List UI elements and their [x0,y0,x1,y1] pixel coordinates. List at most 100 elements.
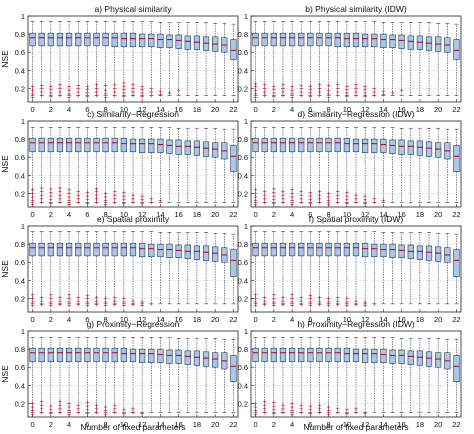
box-iqr [279,242,287,257]
box-iqr [84,347,91,363]
outlier-marker [345,300,349,304]
box-iqr [148,33,155,48]
box-iqr [425,141,433,157]
box-22 [230,233,237,305]
outlier-marker [354,83,358,87]
box-18 [193,232,201,305]
box-iqr [380,138,387,153]
x-tick-label: 16 [174,420,182,429]
box-iqr [362,348,369,363]
outlier-marker [103,296,108,301]
outlier-marker [49,300,53,304]
box-iqr [93,137,100,153]
box-9 [111,231,118,307]
box-1 [38,337,45,415]
outlier-marker [49,187,53,191]
outlier-marker [345,407,349,412]
outlier-marker [317,93,322,98]
y-tick-label: 0.8 [15,30,25,39]
box-7 [316,127,323,205]
outlier-marker [149,200,154,205]
x-tick-label: 18 [193,105,201,114]
outlier-marker [112,90,117,94]
box-15 [166,22,173,96]
x-tick-label: 22 [229,420,237,429]
x-tick-label: 14 [379,210,387,219]
outlier-marker [58,403,62,408]
box-iqr [38,32,45,47]
box-iqr [29,242,36,257]
outlier-marker [272,201,276,206]
outlier-marker [262,410,267,415]
outlier-marker [85,400,90,405]
outlier-marker [140,411,144,416]
outlier-marker [76,302,81,307]
box-iqr [261,137,268,153]
x-tick-label: 0 [30,315,34,324]
box-10 [343,337,350,416]
panel-frame [27,225,239,313]
outlier-marker [372,86,377,91]
outlier-marker [94,200,99,205]
box-iqr [279,137,287,153]
box-iqr [380,348,387,363]
box-iqr [56,32,64,47]
box-iqr [407,350,414,365]
x-tick-label: 0 [30,420,34,429]
box-iqr [47,32,54,47]
x-axis-label-right: Number of fixed parameters [303,422,408,432]
box-iqr [29,137,36,153]
outlier-marker [390,91,395,95]
outlier-marker [262,197,267,201]
y-tick-label: 1 [244,12,248,21]
outlier-marker [272,91,276,95]
panel-title: g) Proximity−Regression [87,319,180,329]
outlier-marker [131,197,135,201]
outlier-marker [76,93,81,98]
box-7 [93,21,100,98]
box-11 [129,21,137,98]
box-7 [316,21,323,98]
panel-title: e) Spatial proximity [97,214,170,224]
y-tick-label: 0.2 [15,399,25,408]
box-21 [444,232,451,305]
outlier-marker [317,295,322,300]
x-tick-label: 2 [49,315,53,324]
box-18 [416,337,424,413]
outlier-marker [290,202,294,207]
x-tick-label: 4 [67,105,71,114]
box-9 [334,231,341,307]
x-tick-label: 14 [156,420,164,429]
x-tick-label: 18 [416,210,424,219]
outlier-marker [272,197,276,202]
outlier-marker [272,190,276,195]
outlier-marker [281,197,285,201]
outlier-marker [335,93,340,98]
panel-frame [27,330,239,418]
outlier-marker [76,403,81,408]
x-tick-label: 22 [452,315,460,324]
outlier-marker [317,197,322,201]
outlier-marker [290,195,294,199]
box-iqr [279,32,287,47]
outlier-marker [76,407,81,411]
outlier-marker [131,83,135,87]
box-19 [425,22,433,96]
outlier-marker [131,193,135,198]
box-7 [316,337,323,415]
x-tick-label: 6 [85,315,89,324]
box-iqr [93,347,100,363]
box-21 [444,338,451,413]
outlier-marker [345,84,349,89]
outlier-marker [262,93,267,98]
x-tick-label: 20 [434,420,442,429]
x-tick-label: 4 [290,105,294,114]
outlier-marker [122,94,126,99]
outlier-marker [67,198,71,203]
box-iqr [453,39,460,60]
outlier-marker [76,193,81,198]
box-10 [120,127,127,206]
box-8 [102,231,109,308]
x-tick-label: 6 [308,420,312,429]
outlier-marker [281,193,285,198]
